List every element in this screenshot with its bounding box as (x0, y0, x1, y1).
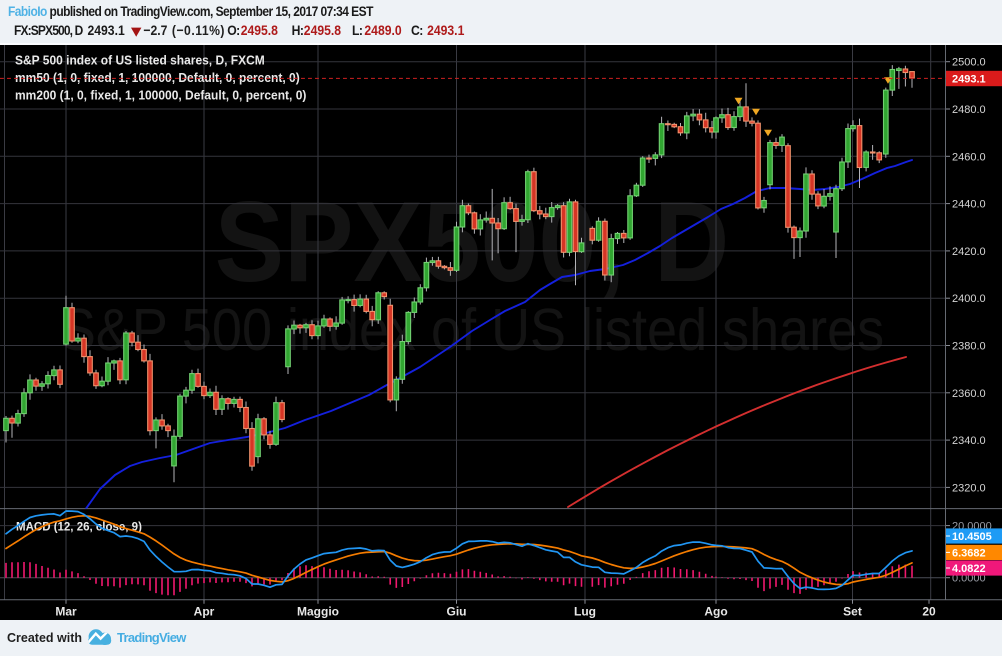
svg-text:2493.1: 2493.1 (88, 22, 125, 38)
svg-text:L:: L: (352, 22, 363, 38)
svg-text:0.0000: 0.0000 (952, 573, 986, 585)
svg-text:2420.0: 2420.0 (952, 246, 986, 258)
svg-text:2495.8: 2495.8 (304, 22, 341, 38)
svg-text:2495.8: 2495.8 (241, 22, 278, 38)
svg-text:Set: Set (843, 605, 862, 619)
svg-text:mm200 (1, 0, fixed, 1, 100000,: mm200 (1, 0, fixed, 1, 100000, Default, … (15, 88, 306, 103)
svg-text:2480.0: 2480.0 (952, 104, 986, 116)
svg-text:Lug: Lug (574, 605, 596, 619)
svg-text:2493.1: 2493.1 (427, 22, 464, 38)
svg-text:20: 20 (922, 605, 936, 619)
svg-text:Giu: Giu (447, 605, 467, 619)
svg-text:mm50 (1, 0, fixed, 1, 100000,: mm50 (1, 0, fixed, 1, 100000, Default, 0… (15, 70, 300, 85)
svg-text:S&P 500 index of US listed sha: S&P 500 index of US listed shares, D, FX… (15, 53, 265, 68)
svg-text:2400.0: 2400.0 (952, 293, 986, 305)
svg-text:(−0.11%): (−0.11%) (172, 22, 225, 38)
svg-text:2489.0: 2489.0 (364, 22, 401, 38)
svg-text:FX:SPX500, D: FX:SPX500, D (14, 22, 83, 38)
svg-text:−2.7: −2.7 (143, 22, 167, 38)
svg-text:TradingView: TradingView (117, 630, 187, 645)
svg-text:Apr: Apr (194, 605, 215, 619)
svg-text:2460.0: 2460.0 (952, 151, 986, 163)
svg-text:2320.0: 2320.0 (952, 482, 986, 494)
svg-text:Created with: Created with (7, 631, 82, 645)
svg-text:Mar: Mar (55, 605, 77, 619)
svg-text:10.4505: 10.4505 (952, 531, 992, 543)
svg-text:SPX500, D: SPX500, D (215, 178, 729, 306)
svg-text:H:: H: (292, 22, 304, 38)
svg-text:Maggio: Maggio (297, 605, 339, 619)
svg-text:6.3682: 6.3682 (952, 547, 986, 559)
svg-text:C:: C: (411, 22, 423, 38)
svg-text:2493.1: 2493.1 (952, 74, 986, 86)
svg-text:2360.0: 2360.0 (952, 388, 986, 400)
svg-text:Ago: Ago (704, 605, 727, 619)
svg-text:2440.0: 2440.0 (952, 199, 986, 211)
svg-text:FabioIo published on TradingVi: FabioIo published on TradingView.com, Se… (8, 3, 374, 19)
svg-text:2500.0: 2500.0 (952, 57, 986, 69)
svg-text:2380.0: 2380.0 (952, 341, 986, 353)
svg-text:O:: O: (227, 22, 240, 38)
svg-text:4.0822: 4.0822 (952, 563, 986, 575)
svg-text:2340.0: 2340.0 (952, 435, 986, 447)
